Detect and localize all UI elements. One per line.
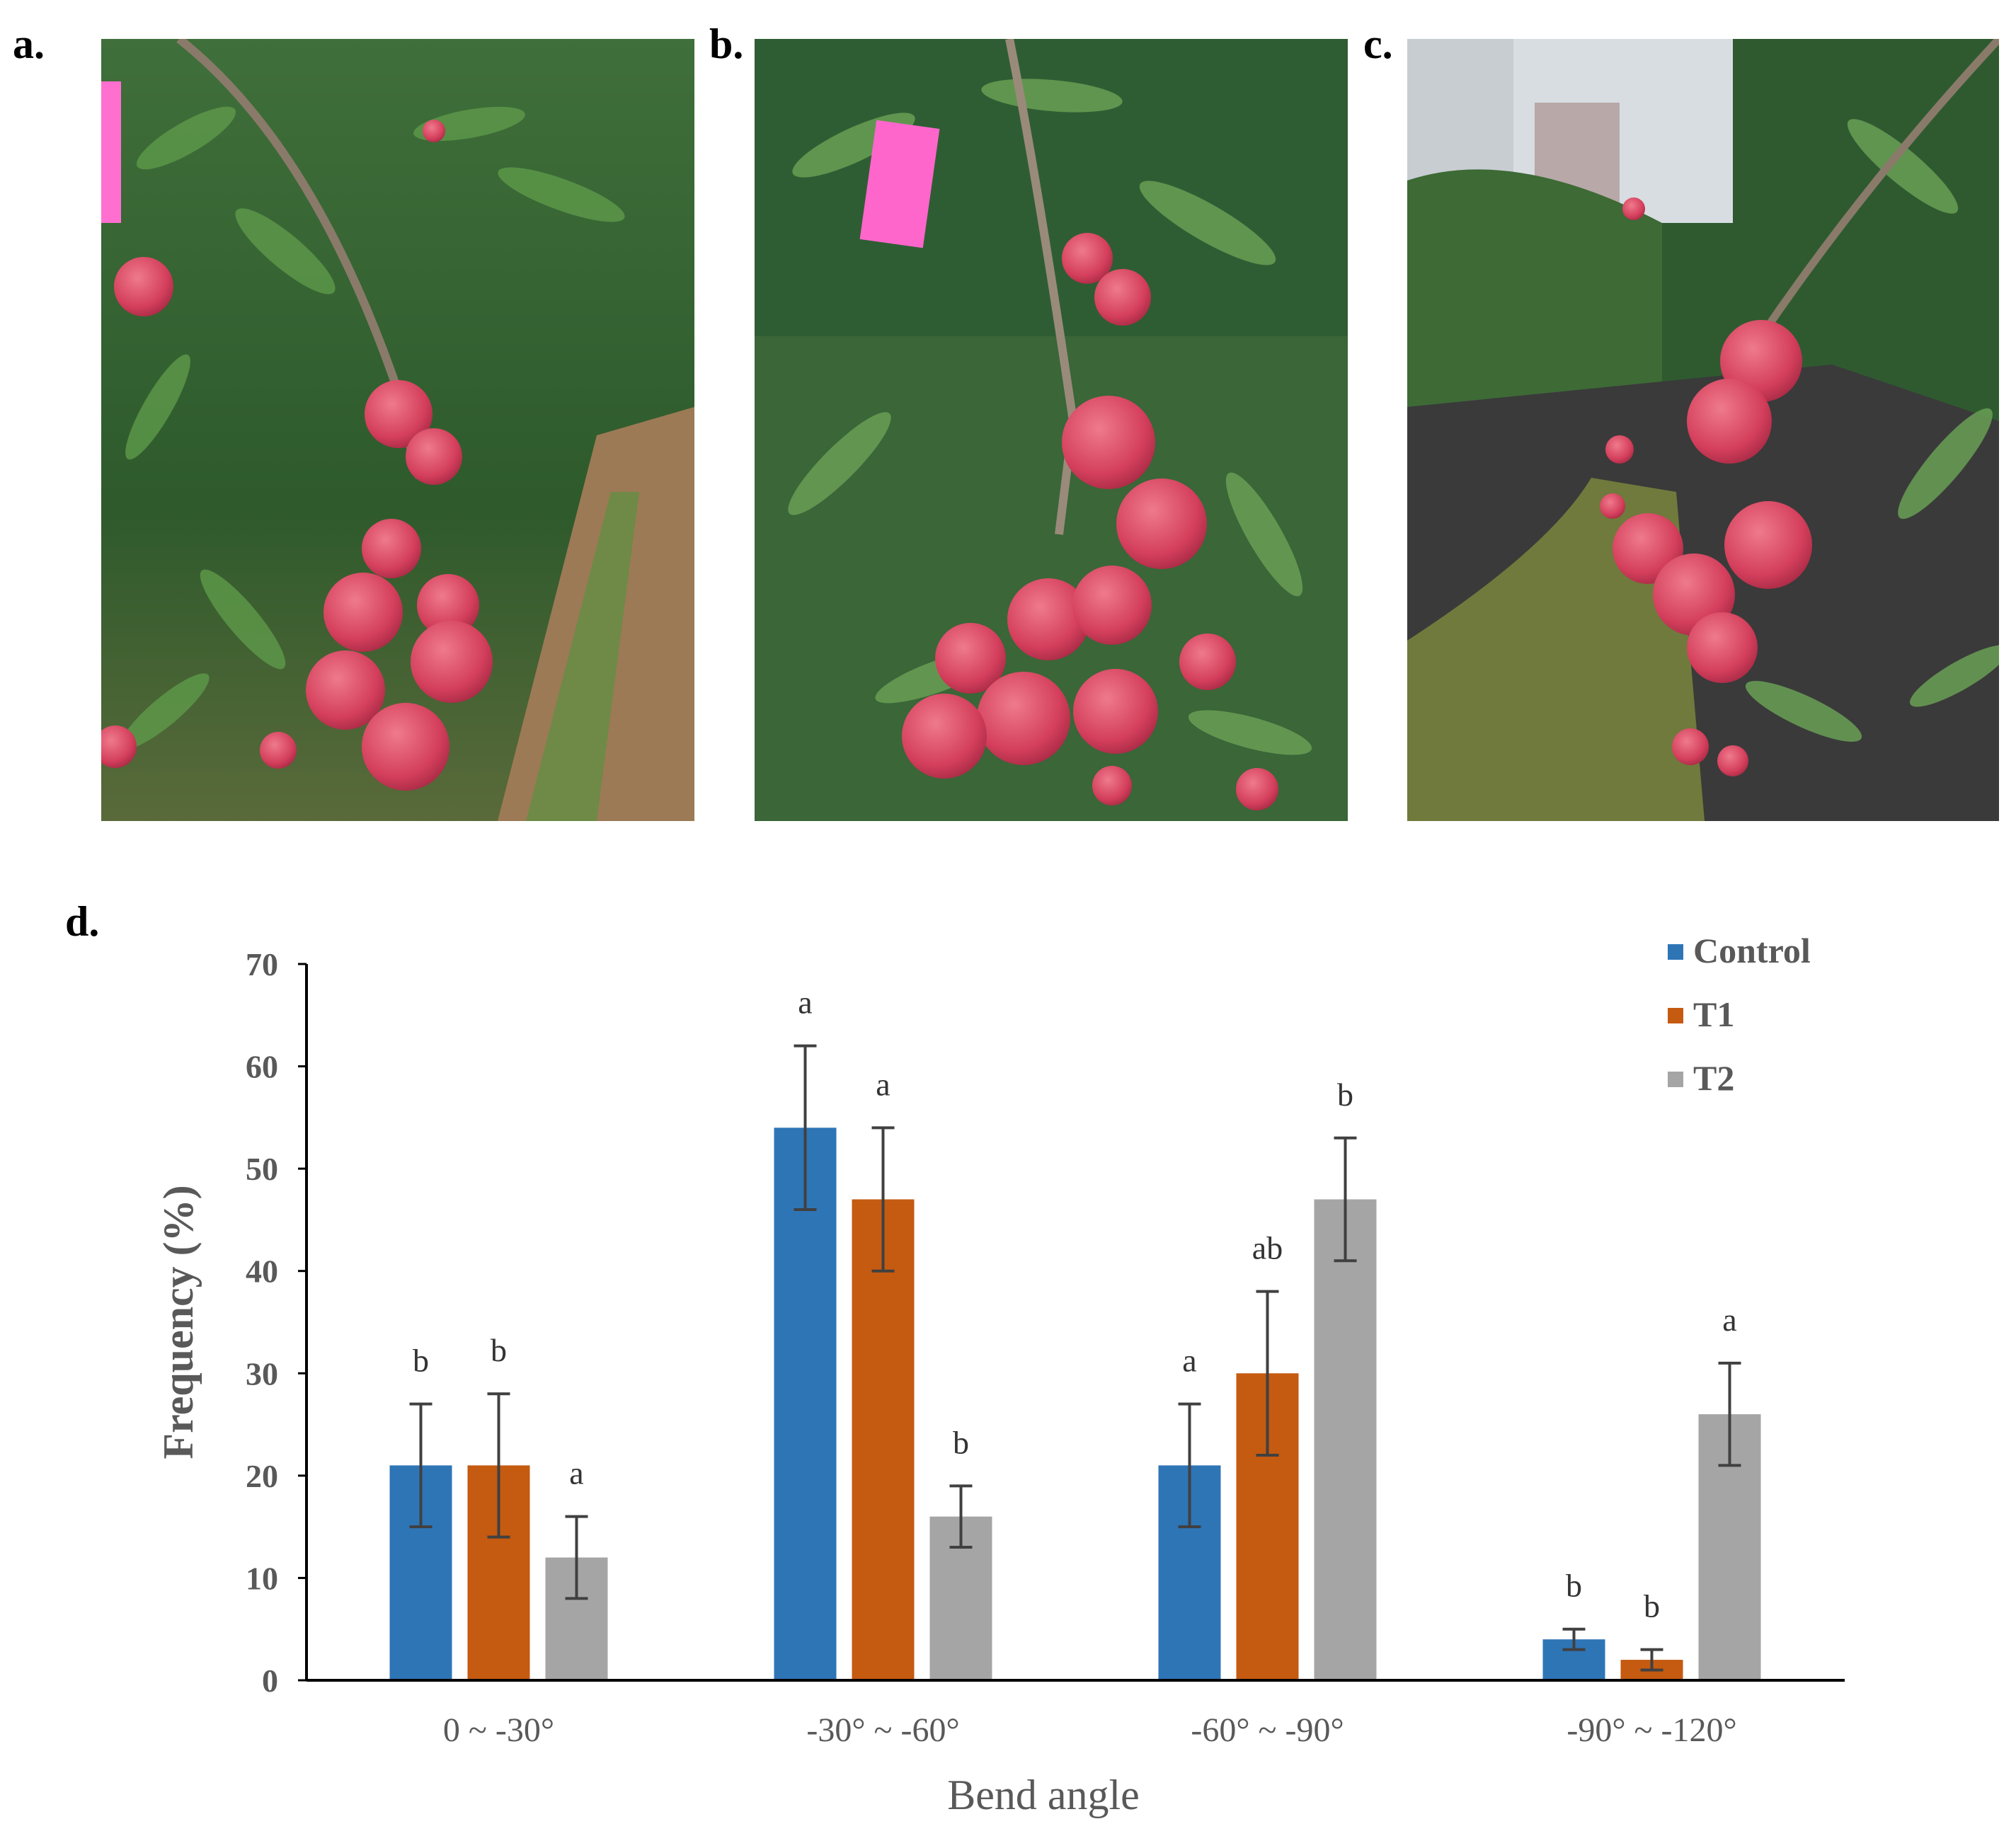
legend-label-t2: T2 — [1693, 1058, 1734, 1098]
legend: Control T1 T2 — [1668, 931, 1811, 1098]
panel-label-c: c. — [1363, 21, 1393, 67]
y-tick-label: 50 — [246, 1151, 278, 1187]
x-category-label: -60° ~ -90° — [1191, 1711, 1344, 1749]
significance-label: b — [413, 1343, 429, 1379]
significance-label: a — [876, 1066, 890, 1102]
significance-label: b — [491, 1332, 507, 1368]
bar-control — [1158, 1465, 1221, 1680]
significance-label: ab — [1252, 1230, 1283, 1266]
y-tick-label: 70 — [246, 946, 278, 982]
y-tick-label: 0 — [262, 1663, 278, 1699]
bar-t1 — [1236, 1373, 1299, 1680]
x-category-label: -90° ~ -120° — [1567, 1711, 1736, 1749]
bar-control — [1542, 1639, 1605, 1680]
y-tick-label: 30 — [246, 1355, 278, 1392]
legend-swatch-t2 — [1668, 1072, 1683, 1087]
panel-label-d: d. — [65, 898, 100, 945]
x-axis-title: Bend angle — [947, 1772, 1140, 1818]
legend-swatch-control — [1668, 944, 1683, 960]
bar-t1 — [1620, 1660, 1683, 1680]
bar-control — [389, 1465, 452, 1680]
bar-t2 — [545, 1557, 608, 1680]
legend-label-t1: T1 — [1693, 994, 1734, 1034]
photo-a-lychee — [101, 39, 694, 821]
significance-label: a — [569, 1455, 583, 1491]
y-axis-title: Frequency (%) — [155, 1185, 202, 1459]
legend-label-control: Control — [1693, 931, 1811, 970]
significance-label: b — [1566, 1568, 1582, 1604]
bar-t1 — [467, 1465, 530, 1680]
legend-swatch-t1 — [1668, 1008, 1683, 1023]
bar-t2 — [1698, 1414, 1761, 1680]
y-tick-label: 60 — [246, 1049, 278, 1085]
significance-label: b — [1644, 1588, 1660, 1624]
bar-t2 — [929, 1516, 992, 1680]
photo-b-lychee — [755, 39, 1348, 821]
bar-control — [774, 1128, 837, 1680]
significance-label: a — [1182, 1343, 1196, 1379]
bar-t2 — [1314, 1199, 1377, 1680]
photo-c-lychee — [1407, 39, 1999, 821]
x-category-label: 0 ~ -30° — [443, 1711, 554, 1749]
significance-label: a — [798, 985, 812, 1021]
x-category-label: -30° ~ -60° — [806, 1711, 959, 1749]
significance-label: b — [953, 1424, 969, 1460]
bar-t1 — [852, 1199, 915, 1680]
y-tick-label: 40 — [246, 1253, 278, 1290]
significance-label: a — [1722, 1302, 1736, 1338]
y-tick-label: 20 — [246, 1458, 278, 1494]
panel-label-b: b. — [709, 21, 744, 67]
y-tick-label: 10 — [246, 1560, 278, 1596]
panel-label-a: a. — [13, 21, 45, 67]
significance-label: b — [1337, 1077, 1353, 1113]
